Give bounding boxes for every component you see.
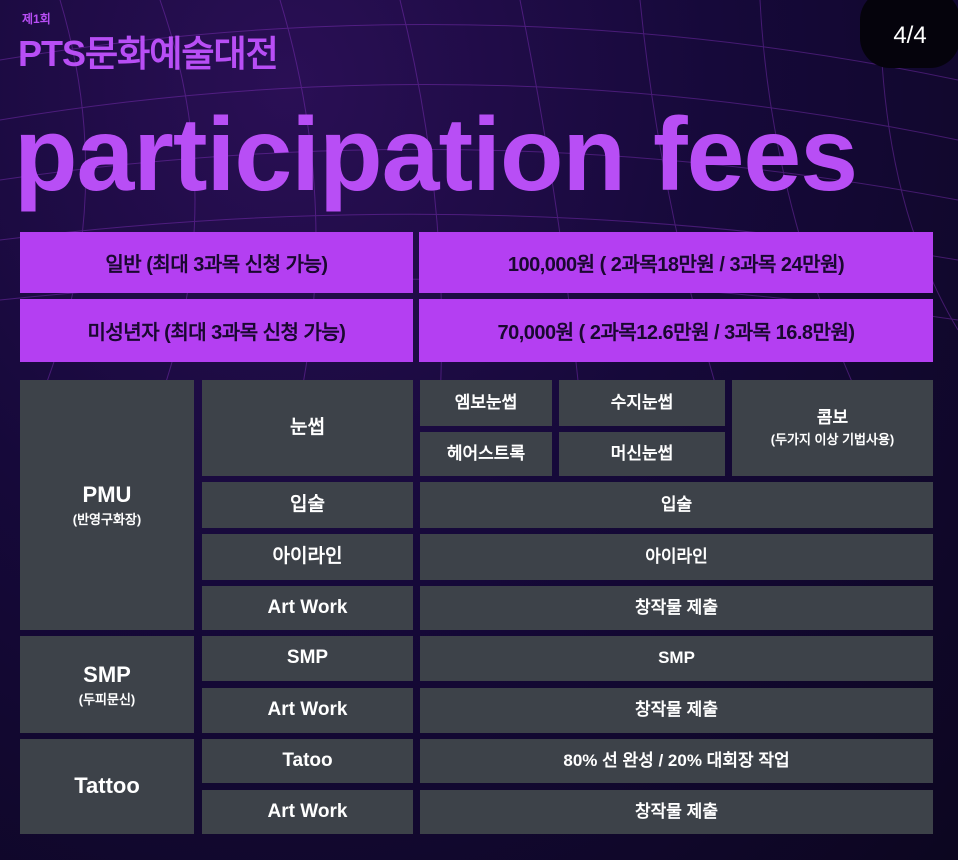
edition-label: 제1회 — [22, 12, 51, 26]
row-label: Art Work — [202, 586, 413, 630]
row-detail: 입술 — [420, 482, 933, 528]
row-detail: 창작물 제출 — [420, 688, 933, 733]
row-label: Art Work — [202, 790, 413, 834]
group-sub: (반영구화장) — [72, 512, 142, 528]
eyebrow-combo: 콤보 (두가지 이상 기법사용) — [732, 380, 933, 476]
page-indicator: 4/4 — [860, 0, 958, 68]
row-label: 입술 — [202, 482, 413, 528]
combo-sub: (두가지 이상 기법사용) — [770, 432, 895, 448]
fee-category-minor: 미성년자 (최대 3과목 신청 가능) — [20, 299, 413, 362]
combo-label: 콤보 — [816, 408, 849, 427]
eyebrow-item: 수지눈썹 — [559, 380, 725, 426]
row-detail: 80% 선 완성 / 20% 대회장 작업 — [420, 739, 933, 783]
group-name: PMU — [82, 482, 132, 507]
row-label: Art Work — [202, 688, 413, 733]
row-detail: 창작물 제출 — [420, 790, 933, 834]
fee-price-minor: 70,000원 ( 2과목12.6만원 / 3과목 16.8만원) — [419, 299, 933, 362]
group-name: SMP — [83, 661, 131, 687]
event-name: PTS문화예술대전 — [18, 33, 279, 74]
row-label: SMP — [202, 636, 413, 681]
eyebrow-label: 눈썹 — [202, 380, 413, 476]
group-name: Tattoo — [74, 773, 140, 799]
fee-category-general: 일반 (최대 3과목 신청 가능) — [20, 232, 413, 293]
page-title: participation fees — [14, 97, 858, 213]
eyebrow-item: 머신눈썹 — [559, 432, 725, 476]
row-detail: 창작물 제출 — [420, 586, 933, 630]
group-smp: SMP (두피문신) — [20, 636, 194, 733]
row-label: Tatoo — [202, 739, 413, 783]
row-detail: 아이라인 — [420, 534, 933, 580]
group-tattoo: Tattoo — [20, 739, 194, 834]
row-detail: SMP — [420, 636, 933, 681]
eyebrow-item: 엠보눈썹 — [420, 380, 552, 426]
eyebrow-item: 헤어스트록 — [420, 432, 552, 476]
group-pmu: PMU (반영구화장) — [20, 380, 194, 630]
fee-price-general: 100,000원 ( 2과목18만원 / 3과목 24만원) — [419, 232, 933, 293]
group-sub: (두피문신) — [78, 691, 136, 707]
row-label: 아이라인 — [202, 534, 413, 580]
